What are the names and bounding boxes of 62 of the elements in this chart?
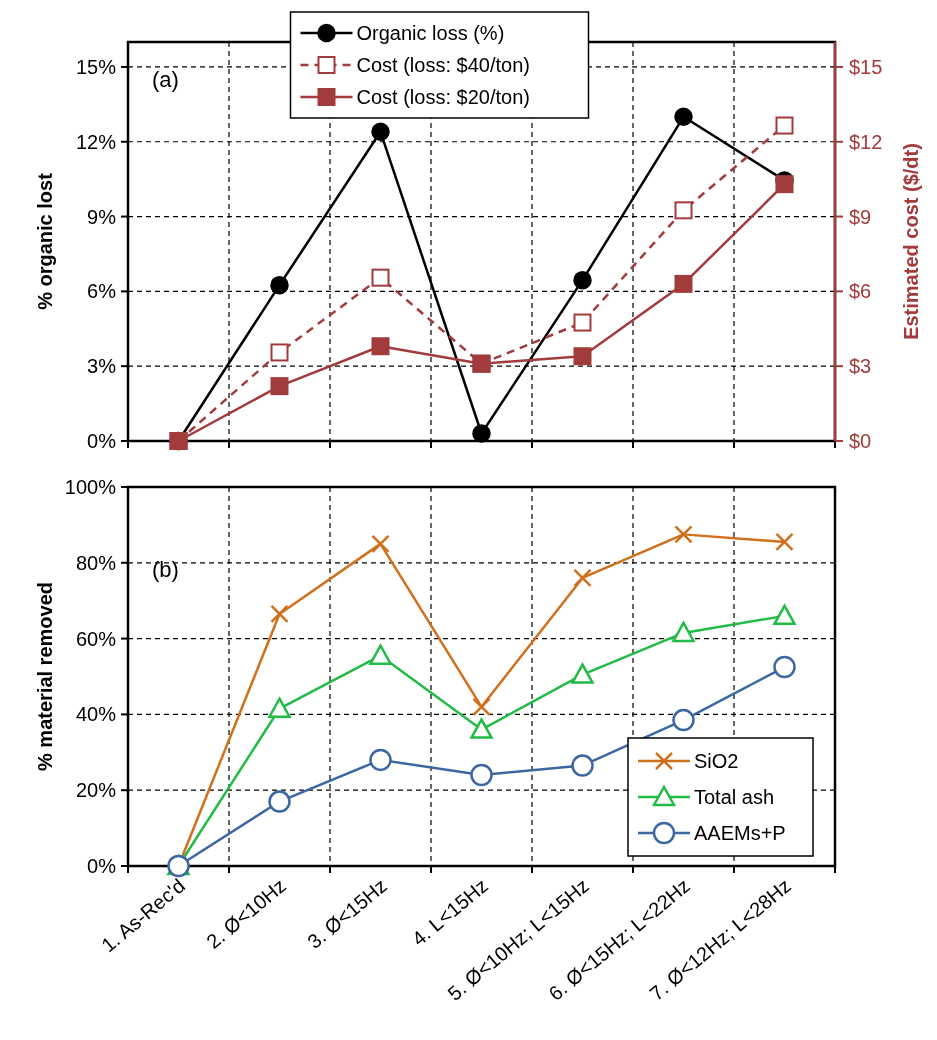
y-tick-label: 100%: [64, 476, 117, 498]
legend-label: Total ash: [694, 786, 775, 808]
legend-label: AAEMs+P: [694, 822, 786, 844]
y2-tick-label: $15: [849, 55, 883, 78]
point: [674, 525, 693, 544]
point: [470, 718, 493, 739]
y2-tick-label: $0: [849, 430, 872, 452]
legend-label: Cost (loss: $40/ton): [356, 54, 530, 76]
point: [775, 175, 794, 194]
point: [270, 343, 289, 362]
point: [268, 697, 291, 718]
point: [571, 663, 594, 684]
y-axis-title: % organic lost: [34, 172, 56, 310]
point: [674, 274, 693, 293]
y2-tick-label: $3: [849, 355, 872, 378]
y-tick-label: 3%: [87, 355, 117, 378]
point: [371, 337, 390, 356]
point: [573, 313, 592, 332]
point: [371, 122, 390, 142]
y-tick-label: 15%: [75, 55, 117, 78]
point: [472, 697, 491, 717]
point: [573, 270, 592, 290]
y-axis-title: % material removed: [34, 582, 56, 771]
point: [775, 532, 794, 552]
y-tick-label: 40%: [75, 703, 117, 726]
point: [470, 763, 493, 787]
point: [472, 424, 491, 443]
y-tick-label: 12%: [75, 130, 117, 153]
point: [573, 347, 592, 366]
y2-tick-label: $12: [849, 130, 883, 153]
point: [773, 655, 796, 679]
point: [371, 268, 390, 287]
legend-label: Organic loss (%): [356, 22, 505, 44]
legend-label: SiO2: [694, 750, 739, 772]
point: [369, 748, 392, 772]
point: [268, 790, 291, 813]
point: [672, 621, 695, 643]
point: [369, 644, 392, 665]
point: [674, 201, 693, 220]
y2-axis-title: Estimated cost ($/dt): [900, 143, 922, 340]
y-tick-label: 9%: [87, 205, 117, 228]
point: [270, 604, 289, 624]
point: [270, 377, 289, 396]
point: [773, 604, 796, 626]
point: [571, 754, 594, 777]
y-tick-label: 80%: [75, 551, 117, 574]
point: [371, 534, 390, 554]
point: [270, 275, 289, 295]
legend-label: Cost (loss: $20/ton): [356, 86, 530, 108]
y-tick-label: 0%: [87, 430, 117, 452]
point: [672, 708, 695, 732]
annotation: (a): [152, 67, 179, 92]
point: [775, 116, 794, 135]
point: [573, 568, 592, 588]
y-tick-label: 20%: [75, 779, 117, 802]
y-tick-label: 60%: [75, 627, 117, 650]
y-tick-label: 0%: [87, 855, 117, 877]
y-tick-label: 6%: [87, 280, 117, 303]
annotation: (b): [152, 557, 179, 582]
y2-tick-label: $6: [849, 280, 872, 303]
y2-tick-label: $9: [849, 205, 872, 228]
point: [674, 107, 693, 127]
